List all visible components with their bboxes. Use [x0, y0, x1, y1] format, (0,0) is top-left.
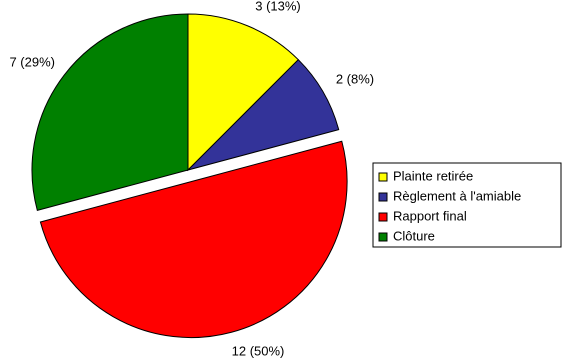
- legend-swatch: [378, 192, 388, 202]
- legend-label: Clôture: [393, 228, 435, 243]
- pie-slice: [31, 13, 189, 211]
- pie-slice: [186, 58, 340, 171]
- legend-swatch: [378, 212, 388, 222]
- legend-label: Plainte retirée: [393, 168, 473, 183]
- legend-label: Règlement à l'amiable: [393, 188, 521, 203]
- data-label: 2 (8%): [336, 71, 374, 86]
- data-label: 7 (29%): [9, 54, 55, 69]
- pie-slice: [39, 140, 348, 338]
- data-label: 3 (13%): [255, 0, 301, 13]
- legend-swatch: [378, 232, 388, 242]
- pie-slice: [187, 13, 300, 172]
- legend-swatch: [378, 172, 388, 182]
- legend-box: [372, 162, 562, 248]
- legend-label: Rapport final: [393, 208, 467, 223]
- data-label: 12 (50%): [232, 343, 285, 358]
